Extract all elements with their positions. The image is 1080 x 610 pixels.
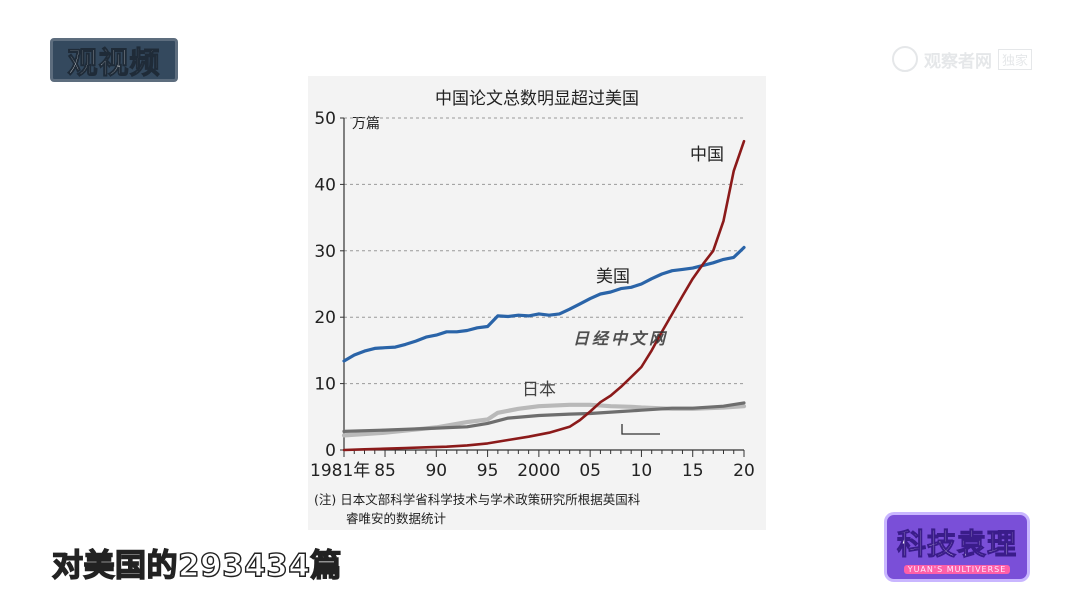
x-tick-label: 90 — [425, 461, 447, 481]
line-chart: 中国论文总数明显超过美国 万篇 0 10 20 30 40 50 1981年 85 90 95 2… — [310, 89, 755, 526]
chart-note-line1: (注) 日本文部科学省科学技术与学术政策研究所根据英国科 — [314, 492, 641, 507]
grid — [340, 117, 745, 457]
x-tick-label: 20 — [733, 461, 755, 481]
y-ticks: 0 10 20 30 40 50 — [314, 109, 336, 461]
series-line-japan — [342, 401, 746, 433]
series-line-usa — [342, 245, 746, 363]
watermark-text: 观察者网 — [924, 51, 992, 72]
y-tick-label: 50 — [314, 109, 336, 129]
series-line-china — [342, 139, 746, 452]
series-label-usa: 美国 — [596, 267, 630, 287]
chart-title: 中国论文总数明显超过美国 — [435, 89, 639, 109]
chart-watermark: 日经中文网 — [573, 329, 668, 348]
x-tick-label: 95 — [477, 461, 499, 481]
logo-text: 观视频 — [67, 46, 161, 82]
badge-title: 科技袁理 — [896, 526, 1017, 561]
chart-panel: 中国论文总数明显超过美国 万篇 0 10 20 30 40 50 1981年 85 90 95 2… — [308, 76, 766, 530]
x-tick-label: 1981年 — [310, 461, 370, 481]
series-lines — [341, 139, 747, 452]
watermark: 观察者网 独家 — [892, 44, 1033, 74]
x-tick-label: 15 — [682, 461, 704, 481]
series-label-china: 中国 — [690, 145, 724, 165]
subtitle-caption: 对美国的293434篇 — [51, 547, 342, 584]
chart-note-line2: 睿唯安的数据统计 — [346, 511, 446, 526]
watermark-logo-icon — [892, 46, 918, 72]
x-ticks: 1981年 85 90 95 2000 05 10 15 20 — [310, 461, 755, 481]
series-label-japan: 日本 — [522, 380, 556, 400]
y-tick-label: 10 — [314, 375, 336, 395]
y-tick-label: 0 — [325, 441, 336, 461]
y-tick-label: 20 — [314, 308, 336, 328]
x-tick-label: 10 — [631, 461, 653, 481]
y-tick-label: 40 — [314, 175, 336, 195]
badge-subtitle: YUAN'S MULTIVERSE — [903, 564, 1011, 574]
y-unit-label: 万篇 — [352, 116, 380, 132]
watermark-box: 独家 — [998, 48, 1033, 70]
x-tick-label: 2000 — [517, 461, 560, 481]
channel-badge: 科技袁理 YUAN'S MULTIVERSE — [884, 512, 1030, 582]
corner-mark — [621, 424, 660, 435]
x-tick-label: 85 — [374, 461, 396, 481]
y-tick-label: 30 — [314, 242, 336, 262]
x-tick-label: 05 — [579, 461, 601, 481]
logo: 观视频 — [50, 38, 178, 82]
